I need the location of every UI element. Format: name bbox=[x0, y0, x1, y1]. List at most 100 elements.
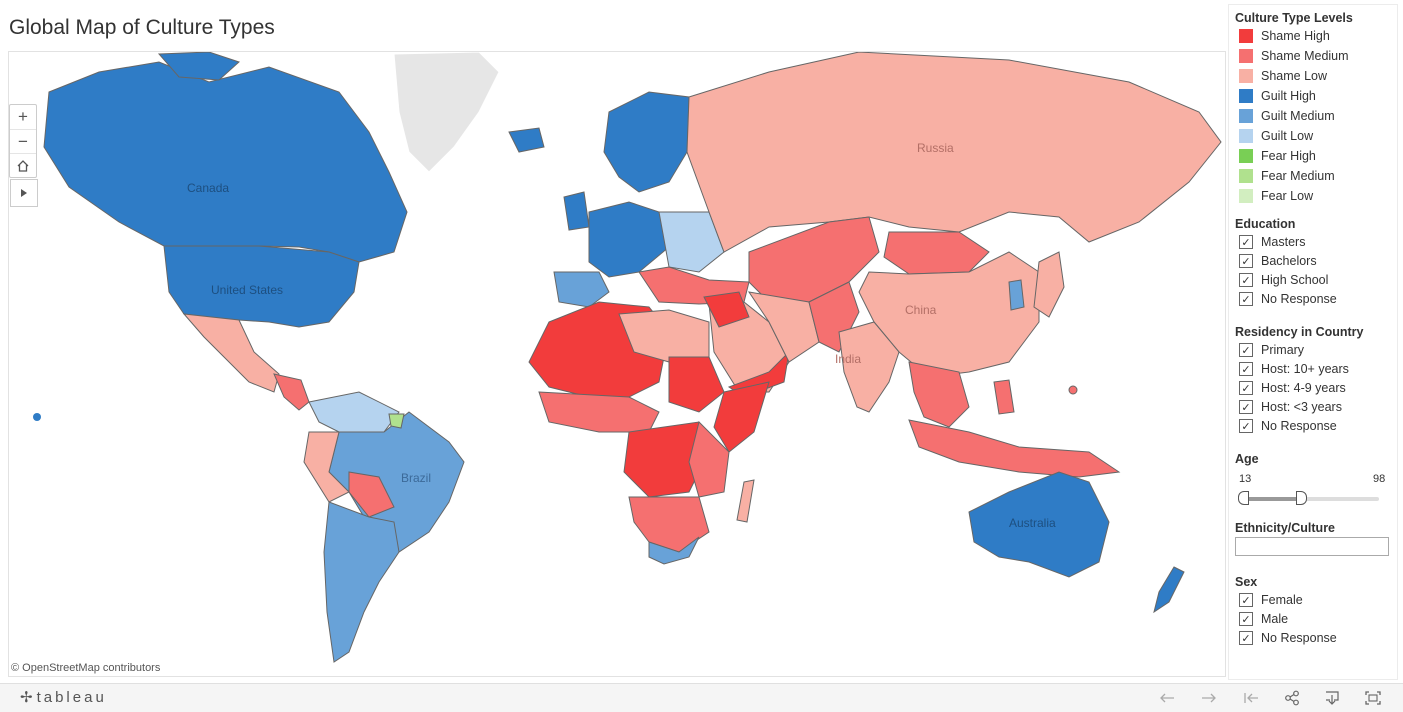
residency-option[interactable]: ✓ Host: 4-9 years bbox=[1239, 379, 1346, 397]
checkbox-checked-icon[interactable]: ✓ bbox=[1239, 292, 1253, 306]
legend-item[interactable]: Shame Low bbox=[1239, 67, 1327, 85]
region-guyana[interactable] bbox=[388, 413, 405, 429]
checkbox-checked-icon[interactable]: ✓ bbox=[1239, 419, 1253, 433]
residency-option[interactable]: ✓ Host: <3 years bbox=[1239, 398, 1342, 416]
sex-option[interactable]: ✓ Male bbox=[1239, 610, 1288, 628]
region-mongolia[interactable] bbox=[883, 231, 990, 275]
checkbox-checked-icon[interactable]: ✓ bbox=[1239, 631, 1253, 645]
zoom-out-button[interactable]: − bbox=[10, 129, 36, 153]
checkbox-checked-icon[interactable]: ✓ bbox=[1239, 612, 1253, 626]
home-button[interactable] bbox=[10, 153, 36, 177]
checkbox-checked-icon[interactable]: ✓ bbox=[1239, 343, 1253, 357]
education-option-label: No Response bbox=[1261, 292, 1337, 306]
legend-item[interactable]: Shame Medium bbox=[1239, 47, 1349, 65]
sex-option[interactable]: ✓ No Response bbox=[1239, 629, 1337, 647]
legend-swatch bbox=[1239, 129, 1253, 143]
region-southern-africa[interactable] bbox=[628, 496, 710, 553]
undo-button[interactable] bbox=[1156, 688, 1178, 708]
legend-item[interactable]: Guilt High bbox=[1239, 87, 1316, 105]
region-greenland[interactable] bbox=[393, 52, 500, 173]
region-india[interactable] bbox=[838, 321, 900, 413]
region-bolivia[interactable] bbox=[348, 471, 395, 518]
fullscreen-button[interactable] bbox=[1362, 688, 1384, 708]
share-button[interactable] bbox=[1281, 688, 1303, 708]
checkbox-checked-icon[interactable]: ✓ bbox=[1239, 235, 1253, 249]
age-slider-min-handle[interactable] bbox=[1238, 491, 1249, 505]
region-central-asia[interactable] bbox=[748, 216, 880, 303]
region-west-africa[interactable] bbox=[538, 391, 660, 433]
zoom-in-button[interactable]: + bbox=[18, 107, 28, 126]
legend-item[interactable]: Guilt Low bbox=[1239, 127, 1313, 145]
revert-button[interactable] bbox=[1240, 688, 1262, 708]
residency-option[interactable]: ✓ Host: 10+ years bbox=[1239, 360, 1349, 378]
legend-label: Shame High bbox=[1261, 29, 1330, 43]
education-option[interactable]: ✓ No Response bbox=[1239, 290, 1337, 308]
ethnicity-title: Ethnicity/Culture bbox=[1235, 521, 1336, 535]
region-canada[interactable] bbox=[43, 61, 408, 263]
checkbox-checked-icon[interactable]: ✓ bbox=[1239, 381, 1253, 395]
region-eastern-europe[interactable] bbox=[658, 211, 725, 273]
checkbox-checked-icon[interactable]: ✓ bbox=[1239, 254, 1253, 268]
region-hawaii[interactable] bbox=[33, 413, 41, 421]
region-western-europe[interactable] bbox=[588, 201, 670, 278]
region-canada-islands[interactable] bbox=[157, 52, 240, 81]
sex-option[interactable]: ✓ Female bbox=[1239, 591, 1303, 609]
region-sudan[interactable] bbox=[668, 356, 725, 413]
residency-option[interactable]: ✓ No Response bbox=[1239, 417, 1337, 435]
education-option[interactable]: ✓ Masters bbox=[1239, 233, 1305, 251]
redo-button[interactable] bbox=[1198, 688, 1220, 708]
world-map[interactable]: Russia Canada United States China India … bbox=[8, 51, 1226, 677]
play-button[interactable] bbox=[10, 179, 38, 207]
region-southern-cone[interactable] bbox=[323, 501, 400, 663]
legend-label: Guilt Medium bbox=[1261, 109, 1335, 123]
region-central-america[interactable] bbox=[273, 373, 310, 411]
checkbox-checked-icon[interactable]: ✓ bbox=[1239, 362, 1253, 376]
region-indonesia[interactable] bbox=[908, 419, 1121, 478]
legend-item[interactable]: Fear Medium bbox=[1239, 167, 1335, 185]
region-iran[interactable] bbox=[747, 291, 820, 363]
map-canvas[interactable]: Russia Canada United States China India … bbox=[9, 52, 1226, 677]
region-southeast-asia[interactable] bbox=[908, 361, 970, 428]
region-east-africa[interactable] bbox=[688, 421, 730, 498]
download-button[interactable] bbox=[1321, 688, 1343, 708]
region-korea[interactable] bbox=[1008, 279, 1025, 311]
legend-swatch bbox=[1239, 169, 1253, 183]
region-colombia-venezuela[interactable] bbox=[308, 391, 400, 433]
region-australia[interactable] bbox=[968, 471, 1110, 578]
region-british-isles[interactable] bbox=[563, 191, 590, 231]
tableau-logo[interactable]: ✢ tableau bbox=[20, 688, 107, 707]
region-pacific-island[interactable] bbox=[1068, 385, 1078, 395]
region-horn-of-africa[interactable] bbox=[713, 381, 770, 453]
legend-label: Shame Medium bbox=[1261, 49, 1349, 63]
legend-item[interactable]: Fear Low bbox=[1239, 187, 1313, 205]
region-iceland[interactable] bbox=[508, 127, 545, 153]
legend-item[interactable]: Fear High bbox=[1239, 147, 1316, 165]
region-new-zealand[interactable] bbox=[1153, 566, 1185, 614]
sex-title: Sex bbox=[1235, 575, 1258, 589]
region-mexico[interactable] bbox=[182, 313, 280, 393]
fullscreen-icon bbox=[1365, 691, 1381, 705]
country-label-brazil: Brazil bbox=[401, 471, 431, 485]
region-scandinavia[interactable] bbox=[603, 91, 690, 193]
region-madagascar[interactable] bbox=[736, 479, 755, 523]
region-iberia[interactable] bbox=[553, 271, 610, 308]
region-philippines[interactable] bbox=[993, 379, 1015, 415]
age-slider-max-handle[interactable] bbox=[1296, 491, 1308, 505]
education-option[interactable]: ✓ High School bbox=[1239, 271, 1328, 289]
education-option[interactable]: ✓ Bachelors bbox=[1239, 252, 1317, 270]
ethnicity-input[interactable] bbox=[1235, 537, 1389, 556]
legend-item[interactable]: Guilt Medium bbox=[1239, 107, 1335, 125]
region-levant[interactable] bbox=[703, 291, 750, 328]
map-attribution[interactable]: © OpenStreetMap contributors bbox=[11, 662, 161, 674]
age-slider-track[interactable] bbox=[1241, 497, 1379, 501]
checkbox-checked-icon[interactable]: ✓ bbox=[1239, 273, 1253, 287]
region-south-africa[interactable] bbox=[648, 536, 700, 565]
age-slider-fill bbox=[1241, 497, 1302, 501]
residency-option[interactable]: ✓ Primary bbox=[1239, 341, 1304, 359]
education-option-label: High School bbox=[1261, 273, 1329, 287]
region-russia[interactable] bbox=[686, 52, 1222, 253]
checkbox-checked-icon[interactable]: ✓ bbox=[1239, 593, 1253, 607]
region-japan[interactable] bbox=[1033, 251, 1065, 318]
legend-item[interactable]: Shame High bbox=[1239, 27, 1330, 45]
checkbox-checked-icon[interactable]: ✓ bbox=[1239, 400, 1253, 414]
